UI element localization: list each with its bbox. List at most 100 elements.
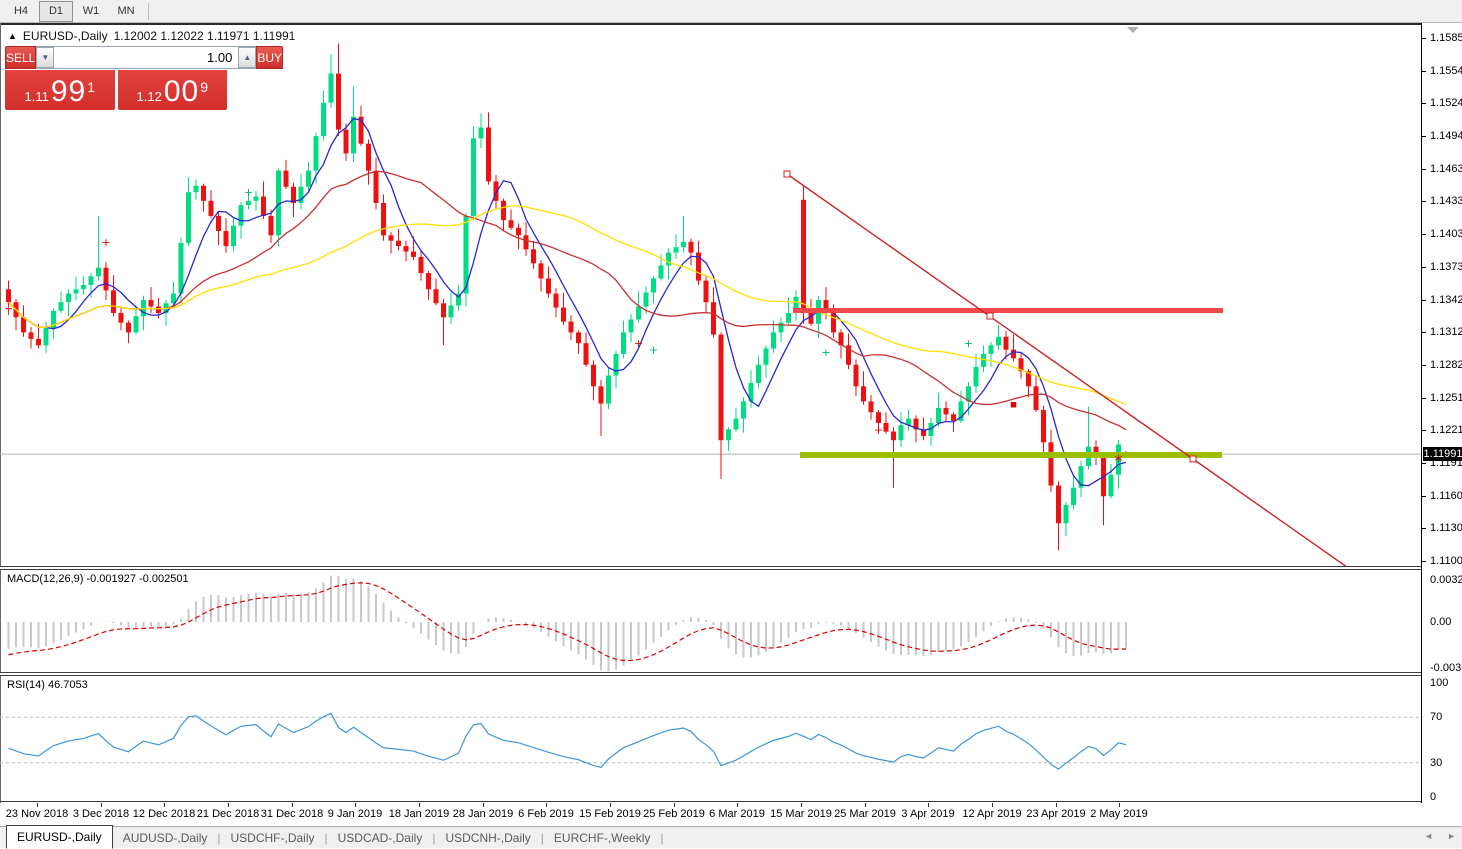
date-axis-tickmark bbox=[546, 803, 547, 807]
candle bbox=[628, 314, 634, 343]
panel-divider[interactable] bbox=[0, 566, 1462, 570]
candle bbox=[1078, 460, 1084, 498]
candle bbox=[51, 308, 56, 339]
candle bbox=[291, 182, 296, 218]
candle bbox=[111, 275, 116, 317]
chart-shift-icon[interactable] bbox=[1127, 27, 1139, 33]
candle bbox=[433, 278, 439, 306]
sell-button[interactable]: SELL bbox=[5, 46, 37, 69]
candle bbox=[801, 185, 806, 324]
bid-price-button[interactable]: 1.11 99 1 bbox=[5, 70, 115, 110]
candle bbox=[351, 86, 356, 163]
volume-increase-button[interactable]: ▲ bbox=[238, 47, 257, 68]
rsi-panel-plot-area[interactable] bbox=[0, 676, 1421, 801]
candle bbox=[898, 412, 904, 447]
candle bbox=[1003, 331, 1009, 360]
buy-button[interactable]: BUY bbox=[256, 46, 284, 69]
timeframe-d1-button[interactable]: D1 bbox=[39, 0, 73, 22]
tab-usdchf-daily[interactable]: USDCHF-,Daily bbox=[230, 830, 315, 845]
candle bbox=[126, 320, 131, 344]
candle bbox=[673, 234, 679, 260]
candle bbox=[486, 112, 491, 185]
macd-panel-plot-area[interactable] bbox=[0, 570, 1421, 672]
candle bbox=[336, 43, 341, 137]
volume-decrease-button[interactable]: ▼ bbox=[36, 47, 55, 68]
candle bbox=[658, 254, 664, 281]
bid-price-big-digits: 99 bbox=[50, 75, 87, 108]
candle bbox=[906, 410, 911, 431]
candle bbox=[201, 183, 206, 212]
candle bbox=[1063, 501, 1069, 537]
tab-eurchf-weekly[interactable]: EURCHF-,Weekly bbox=[553, 830, 651, 845]
date-axis-tick: 18 Jan 2019 bbox=[388, 808, 450, 820]
candle bbox=[66, 289, 71, 317]
support-line[interactable] bbox=[800, 452, 1222, 458]
timeframe-w1-button[interactable]: W1 bbox=[82, 5, 100, 17]
candle bbox=[711, 287, 716, 338]
tab-usdcnh-daily[interactable]: USDCNH-,Daily bbox=[445, 830, 531, 845]
candle bbox=[426, 270, 431, 301]
candle bbox=[118, 306, 124, 331]
main-chart-plot-area[interactable]: ┬ + + + + + + + ▪ * bbox=[0, 23, 1421, 566]
candle bbox=[913, 415, 919, 443]
date-axis[interactable]: 23 Nov 2018 3 Dec 2018 12 Dec 2018 21 Dec 2… bbox=[0, 803, 1421, 825]
price-axis[interactable]: 1.11991 0.003287 0.00 -0.003659 100 70 3… bbox=[1421, 23, 1462, 803]
trendline-anchor[interactable] bbox=[1189, 455, 1197, 463]
price-axis-tick: 1.13425 bbox=[1430, 293, 1462, 306]
candle bbox=[756, 356, 761, 389]
candle bbox=[1026, 369, 1031, 398]
date-axis-tick: 21 Dec 2018 bbox=[196, 808, 260, 820]
timeframe-h4-button[interactable]: H4 bbox=[13, 5, 29, 17]
price-axis-tickmark bbox=[1422, 38, 1426, 39]
candle bbox=[1018, 351, 1024, 379]
chevron-up-icon: ▲ bbox=[243, 53, 252, 62]
volume-input[interactable] bbox=[54, 47, 239, 68]
price-axis-tick: 1.13120 bbox=[1430, 326, 1462, 339]
candle bbox=[996, 324, 1001, 350]
candle bbox=[861, 371, 866, 405]
candle bbox=[688, 238, 694, 266]
ask-price-button[interactable]: 1.12 00 9 bbox=[117, 70, 227, 110]
tab-scroll-left-button[interactable]: ◄ bbox=[1424, 831, 1434, 841]
tab-eurusd-daily[interactable]: EURUSD-,Daily bbox=[6, 824, 113, 849]
date-axis-tick: 25 Mar 2019 bbox=[834, 808, 896, 820]
date-axis-tick: 6 Feb 2019 bbox=[518, 808, 574, 820]
price-axis-tickmark bbox=[1422, 169, 1426, 171]
price-axis-tickmark bbox=[1422, 234, 1426, 236]
candle bbox=[216, 211, 221, 246]
tab-audusd-daily[interactable]: AUDUSD-,Daily bbox=[122, 830, 208, 845]
trade-marker: ▪ bbox=[1010, 398, 1017, 411]
price-axis-tick: 1.14940 bbox=[1430, 130, 1462, 143]
price-axis-tick: 1.12215 bbox=[1430, 423, 1462, 436]
candle bbox=[411, 236, 416, 261]
chart-ohlc-values: 1.12002 1.12022 1.11971 1.11991 bbox=[113, 29, 296, 43]
ask-price-big-digits: 00 bbox=[163, 75, 200, 108]
candle bbox=[703, 275, 709, 312]
date-axis-tickmark bbox=[164, 803, 165, 807]
candle bbox=[81, 276, 86, 295]
chart-collapse-icon[interactable]: ▲ bbox=[8, 31, 17, 41]
price-axis-tickmark bbox=[1422, 397, 1426, 399]
price-axis-tickmark bbox=[1422, 429, 1426, 431]
tab-scroll-right-button[interactable]: ► bbox=[1447, 831, 1456, 841]
chart-title: ▲ EURUSD-,Daily 1.12002 1.12022 1.11971 … bbox=[8, 29, 295, 43]
price-axis-tickmark bbox=[1422, 201, 1426, 203]
date-axis-tick: 15 Mar 2019 bbox=[770, 808, 832, 820]
candle bbox=[366, 139, 371, 185]
tab-separator: | bbox=[432, 830, 436, 845]
tab-usdcad-daily[interactable]: USDCAD-,Daily bbox=[337, 830, 423, 845]
macd-axis-zero: 0.00 bbox=[1430, 616, 1452, 628]
timeframe-mn-button[interactable]: MN bbox=[117, 5, 135, 17]
bid-price-prefix: 1.11 bbox=[24, 89, 49, 104]
panel-divider[interactable] bbox=[0, 672, 1462, 676]
candle bbox=[343, 123, 349, 161]
trendline-anchor[interactable] bbox=[986, 312, 994, 320]
candle bbox=[666, 248, 671, 280]
candle bbox=[73, 276, 79, 301]
price-axis-tickmark bbox=[1422, 495, 1426, 497]
candle bbox=[921, 417, 926, 441]
candle bbox=[253, 191, 259, 211]
resistance-line[interactable] bbox=[793, 308, 1223, 313]
trendline-anchor[interactable] bbox=[783, 170, 791, 178]
descending-trendline[interactable] bbox=[786, 173, 1356, 566]
